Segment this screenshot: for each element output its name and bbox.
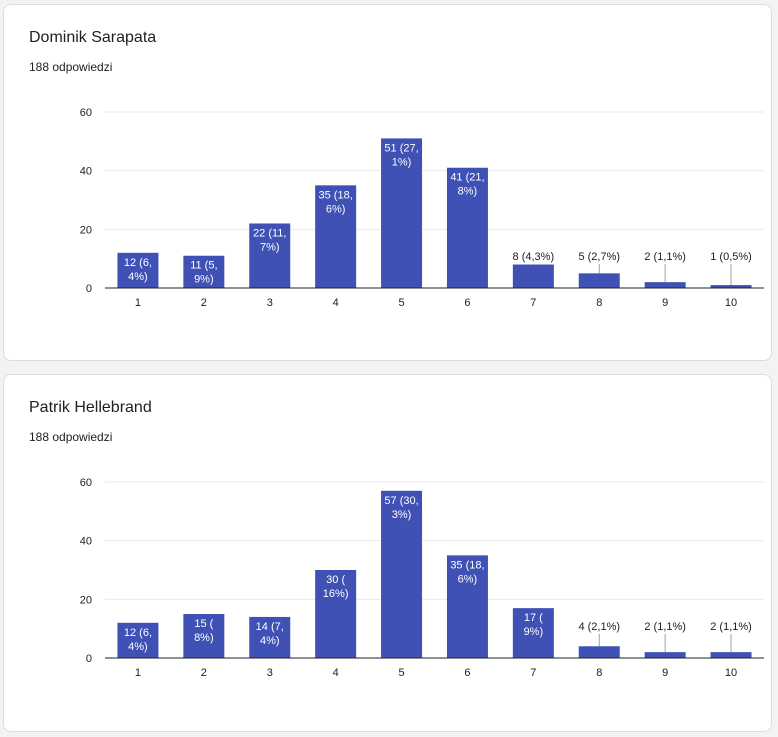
bar bbox=[315, 570, 357, 658]
x-tick-label: 4 bbox=[333, 297, 339, 309]
x-tick-label: 6 bbox=[464, 667, 470, 679]
x-tick-label: 9 bbox=[662, 667, 668, 679]
x-tick-label: 2 bbox=[201, 667, 207, 679]
data-label: 2 (1,1%) bbox=[644, 621, 686, 633]
data-label: 8%) bbox=[458, 186, 478, 198]
data-label: 41 (21, bbox=[450, 172, 484, 184]
bar bbox=[249, 223, 291, 288]
data-label: 6%) bbox=[326, 203, 346, 215]
bar bbox=[446, 555, 488, 658]
data-label: 35 (18, bbox=[319, 189, 353, 201]
y-tick-label: 20 bbox=[80, 224, 92, 236]
data-label: 22 (11, bbox=[253, 227, 286, 239]
data-label: 8 (4,3%) bbox=[513, 251, 555, 263]
x-tick-label: 4 bbox=[333, 667, 339, 679]
data-label: 57 (30, bbox=[384, 495, 418, 507]
data-label: 9%) bbox=[524, 626, 544, 638]
data-label: 7%) bbox=[260, 241, 280, 253]
data-label: 15 ( bbox=[194, 618, 213, 630]
x-tick-label: 10 bbox=[725, 297, 737, 309]
bar bbox=[578, 646, 620, 658]
data-label: 35 (18, bbox=[450, 559, 484, 571]
x-tick-label: 1 bbox=[135, 297, 141, 309]
data-label: 12 (6, bbox=[124, 627, 152, 639]
bar bbox=[578, 273, 620, 288]
data-label: 4%) bbox=[128, 641, 148, 653]
x-tick-label: 3 bbox=[267, 297, 273, 309]
x-tick-label: 8 bbox=[596, 667, 602, 679]
x-tick-label: 9 bbox=[662, 297, 668, 309]
data-label: 8%) bbox=[194, 632, 214, 644]
x-tick-label: 2 bbox=[201, 297, 207, 309]
bar bbox=[446, 167, 488, 288]
bar bbox=[117, 622, 159, 658]
data-label: 51 (27, bbox=[384, 142, 418, 154]
data-label: 3%) bbox=[392, 509, 412, 521]
data-label: 1%) bbox=[392, 156, 412, 168]
response-count: 188 odpowiedzi bbox=[29, 60, 113, 74]
question-card-patrik-hellebrand: Patrik Hellebrand 188 odpowiedzi 0 20 40 60… bbox=[3, 374, 772, 732]
data-label: 2 (1,1%) bbox=[644, 251, 686, 263]
question-title: Dominik Sarapata bbox=[29, 29, 157, 46]
bar bbox=[315, 185, 357, 288]
y-tick-label: 60 bbox=[80, 477, 92, 489]
bar bbox=[644, 282, 686, 288]
x-tick-label: 8 bbox=[596, 297, 602, 309]
bar-chart-dominik-sarapata: 0 20 40 60 1 12 (6, 4%) 2 11 (5, 9%) 3 22 (11, 7%) 4 3… bbox=[80, 107, 764, 309]
y-tick-label: 0 bbox=[86, 283, 92, 295]
y-tick-label: 0 bbox=[86, 653, 92, 665]
response-count: 188 odpowiedzi bbox=[29, 430, 113, 444]
data-label: 9%) bbox=[194, 274, 214, 286]
bar bbox=[644, 652, 686, 658]
data-label: 30 ( bbox=[326, 574, 345, 586]
data-label: 5 (2,7%) bbox=[578, 251, 620, 263]
x-tick-label: 3 bbox=[267, 667, 273, 679]
x-tick-label: 7 bbox=[530, 297, 536, 309]
bar bbox=[512, 608, 554, 658]
x-tick-label: 5 bbox=[398, 667, 404, 679]
data-label: 1 (0,5%) bbox=[710, 251, 752, 263]
x-tick-label: 5 bbox=[398, 297, 404, 309]
x-tick-label: 6 bbox=[464, 297, 470, 309]
data-label: 4 (2,1%) bbox=[578, 621, 620, 633]
data-label: 4%) bbox=[260, 635, 280, 647]
bar bbox=[117, 252, 159, 288]
data-label: 4%) bbox=[128, 271, 148, 283]
bar bbox=[183, 614, 225, 658]
data-label: 12 (6, bbox=[124, 257, 152, 269]
bar bbox=[710, 285, 752, 288]
bar bbox=[710, 652, 752, 658]
question-title: Patrik Hellebrand bbox=[29, 399, 152, 416]
data-label: 14 (7, bbox=[256, 621, 284, 633]
bar bbox=[249, 616, 291, 658]
bar bbox=[381, 138, 423, 288]
y-tick-label: 40 bbox=[80, 536, 92, 548]
y-tick-label: 20 bbox=[80, 594, 92, 606]
x-tick-label: 10 bbox=[725, 667, 737, 679]
y-tick-label: 40 bbox=[80, 166, 92, 178]
data-label: 17 ( bbox=[524, 612, 543, 624]
y-tick-label: 60 bbox=[80, 107, 92, 119]
x-tick-label: 7 bbox=[530, 667, 536, 679]
x-tick-label: 1 bbox=[135, 667, 141, 679]
bar-chart-patrik-hellebrand: 0 20 40 60 1 12 (6, 4%) 2 15 ( 8%) 3 14 (7, 4%) 4 30 (… bbox=[80, 477, 764, 679]
data-label: 6%) bbox=[458, 573, 478, 585]
data-label: 11 (5, bbox=[190, 260, 217, 272]
bar bbox=[512, 264, 554, 288]
data-label: 16%) bbox=[323, 588, 349, 600]
question-card-dominik-sarapata: Dominik Sarapata 188 odpowiedzi 0 20 40 60 1… bbox=[3, 4, 772, 361]
bar bbox=[183, 255, 225, 288]
data-label: 2 (1,1%) bbox=[710, 621, 752, 633]
bar bbox=[381, 490, 423, 658]
